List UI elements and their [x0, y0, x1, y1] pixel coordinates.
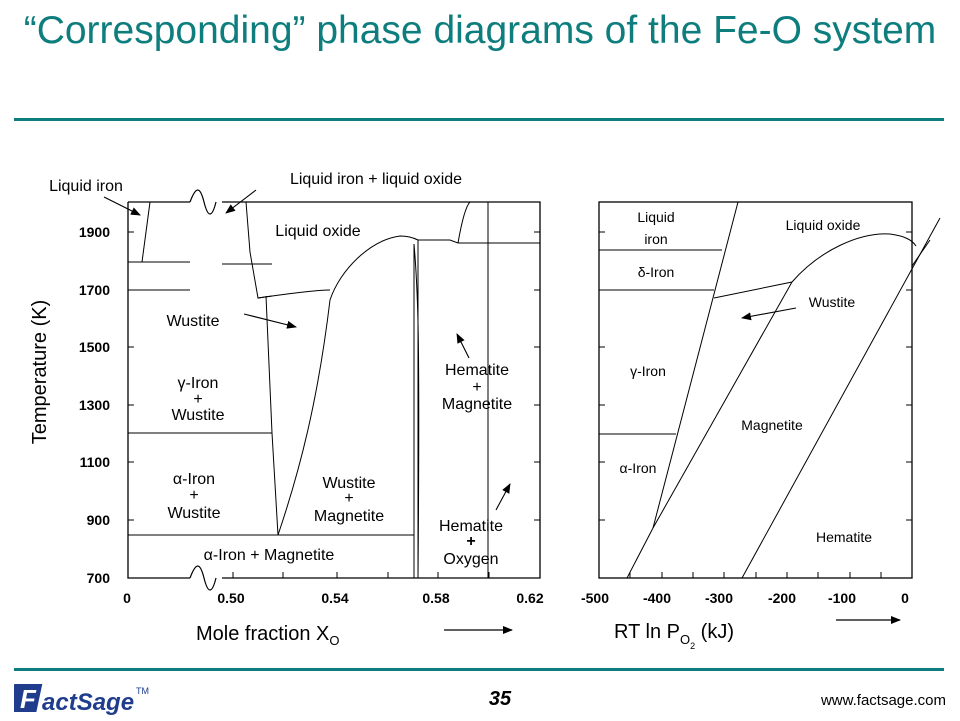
plus-sign: + [189, 487, 198, 504]
x-tick-label: 0 [123, 590, 131, 606]
x-tick-label: 0.54 [321, 590, 348, 606]
right-region-labels: Liquid iron Liquid oxide δ-Iron Wustite … [620, 209, 873, 545]
x-tick-label: -400 [643, 590, 671, 606]
region-label: α-Iron [620, 460, 657, 476]
region-label: iron [644, 231, 667, 247]
region-label: α-Iron [173, 471, 215, 488]
right-phase-diagram [598, 201, 941, 579]
region-label: Magnetite [442, 396, 512, 413]
left-phase-diagram [127, 189, 541, 591]
left-annotation-arrows [103, 189, 511, 511]
phase-diagrams: 1900 1700 1500 1300 1100 900 700 0 0.50 … [29, 171, 941, 651]
left-x-tick-labels: 0 0.50 0.54 0.58 0.62 [123, 590, 544, 606]
left-y-tick-labels: 1900 1700 1500 1300 1100 900 700 [79, 224, 110, 586]
region-label: Hematite [816, 529, 872, 545]
x-tick-label: 0.50 [217, 590, 244, 606]
right-annotation-arrow [741, 307, 797, 321]
region-label: Wustite [166, 313, 219, 330]
x-tick-label: 0.62 [516, 590, 543, 606]
plus-sign: + [472, 379, 481, 396]
region-label: Liquid iron + liquid oxide [290, 171, 462, 188]
region-label: Liquid oxide [786, 217, 861, 233]
region-label: δ-Iron [638, 264, 675, 280]
y-tick-label: 1500 [79, 339, 110, 355]
left-region-labels: Liquid iron Liquid iron + liquid oxide L… [49, 171, 512, 568]
logo-letter: F [20, 684, 37, 714]
region-label: Liquid [637, 209, 674, 225]
x-tick-label: -300 [705, 590, 733, 606]
y-tick-label: 1900 [79, 224, 110, 240]
region-label: Wustite [322, 475, 375, 492]
plus-sign: + [344, 490, 353, 507]
footer-divider [14, 668, 944, 671]
y-tick-label: 900 [87, 512, 111, 528]
region-label: Wustite [171, 407, 224, 424]
x-tick-label: 0 [901, 590, 909, 606]
x-tick-label: -100 [828, 590, 856, 606]
plus-sign: + [466, 533, 475, 550]
website-url: www.factsage.com [820, 692, 946, 709]
region-label: Hematite [439, 518, 503, 535]
plus-sign: + [193, 391, 202, 408]
logo-tm: TM [136, 686, 149, 696]
left-x-axis-label: Mole fraction XO [196, 623, 340, 648]
y-tick-label: 1300 [79, 397, 110, 413]
y-tick-label: 700 [87, 570, 111, 586]
logo-mark [8, 684, 43, 712]
region-label: γ-Iron [178, 375, 219, 392]
x-tick-label: 0.58 [422, 590, 449, 606]
region-label: Hematite [445, 362, 509, 379]
y-tick-label: 1700 [79, 282, 110, 298]
region-label: α-Iron + Magnetite [204, 547, 335, 564]
region-label: Magnetite [741, 417, 803, 433]
region-label: Wustite [809, 294, 856, 310]
region-label: Liquid oxide [275, 223, 361, 240]
region-label: γ-Iron [630, 363, 666, 379]
region-label: Magnetite [314, 508, 384, 525]
slide-title: “Corresponding” phase diagrams of the Fe… [23, 9, 937, 52]
x-tick-label: -200 [768, 590, 796, 606]
region-label: Oxygen [443, 551, 498, 568]
title-divider [14, 118, 944, 121]
x-tick-label: -500 [581, 590, 609, 606]
region-label: Wustite [167, 505, 220, 522]
right-x-tick-labels: -500 -400 -300 -200 -100 0 [581, 590, 909, 606]
region-label: Liquid iron [49, 178, 123, 195]
y-tick-label: 1100 [80, 454, 111, 470]
logo-text: actSage [42, 689, 134, 716]
factsage-logo: F actSage TM [8, 676, 154, 721]
page-number: 35 [488, 688, 512, 710]
right-x-axis-label: RT ln PO2 (kJ) [614, 621, 734, 651]
left-y-axis-label: Temperature (K) [29, 300, 51, 445]
